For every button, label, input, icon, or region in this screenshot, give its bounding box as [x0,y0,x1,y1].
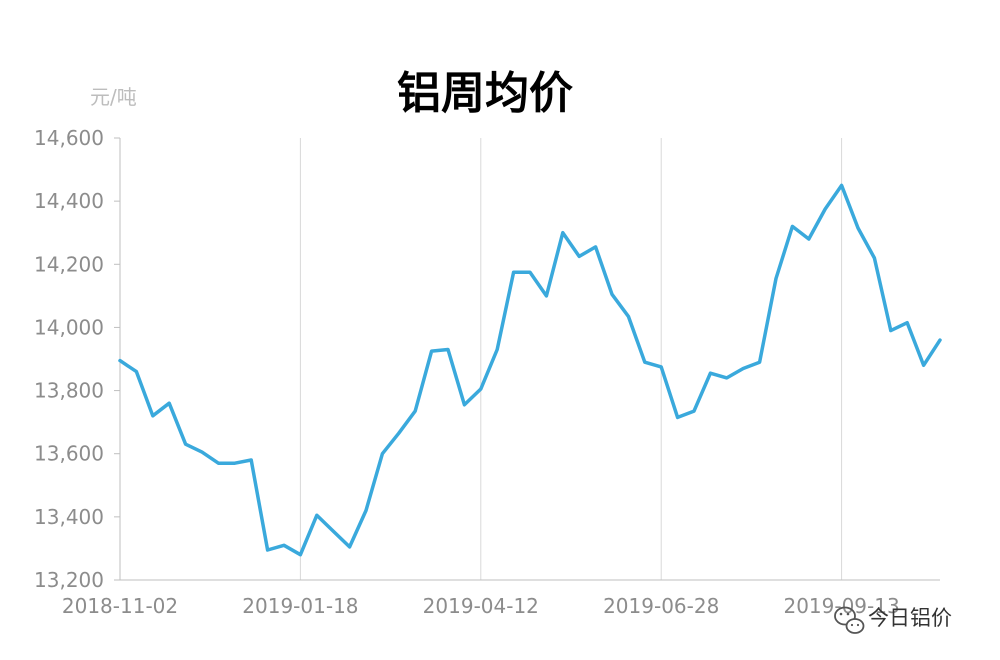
data-point [512,270,515,274]
data-point [873,256,876,260]
data-point [643,360,646,364]
data-point [397,431,400,435]
data-point [758,360,761,364]
data-point [200,450,204,454]
data-point [233,461,236,465]
gridlines [299,138,843,580]
data-point [217,461,220,465]
y-tick-label: 13,400 [34,505,104,529]
data-point [889,329,892,332]
y-tick-label: 14,600 [34,126,104,150]
data-point [250,458,253,462]
data-point [610,293,614,296]
data-point [840,184,843,187]
data-point [332,529,335,533]
data-point [938,338,942,342]
y-tick-label: 13,200 [34,568,104,592]
y-tick-label: 13,800 [34,379,104,403]
x-tick-label: 2019-06-28 [603,594,719,618]
x-tick-labels: 2018-11-02 2019-01-18 2019-04-12 2019-06-28… [62,594,900,618]
watermark-text: 今日铝价 [868,606,952,630]
data-point [922,364,925,367]
y-axis-unit-label: 元/吨 [90,85,137,109]
y-tick-label: 14,200 [34,252,104,276]
data-point [118,359,122,362]
data-point [856,226,860,230]
data-point [594,245,597,249]
data-point [774,277,778,280]
data-point [151,414,154,418]
price-series-line [118,183,942,557]
data-point [676,416,679,419]
y-tick-label: 13,600 [34,442,104,466]
data-point [496,348,499,351]
data-point [364,509,368,512]
wechat-icon [834,606,865,634]
data-point [824,207,827,211]
data-point [545,294,548,298]
data-point [807,237,810,241]
data-point [906,321,909,324]
data-point [561,231,564,234]
x-tick-label: 2018-11-02 [62,594,178,618]
data-point [299,553,302,556]
data-point [660,365,663,369]
y-tick-label: 14,000 [34,315,104,339]
data-point [709,372,712,375]
data-point [315,514,318,517]
data-point [446,348,450,351]
data-point [725,376,728,380]
data-point [135,370,138,373]
axes [114,137,940,581]
chart-title: 铝周均价 [397,68,573,119]
x-tick-label: 2019-04-12 [423,594,539,618]
data-point [266,548,269,552]
series-layer [118,183,942,557]
data-point [528,270,532,274]
data-point [791,225,794,228]
data-point [168,402,171,405]
watermark: 今日铝价 [834,606,952,634]
data-point [430,349,433,353]
data-point [348,545,351,549]
data-point [184,443,187,446]
y-tick-labels: 13,200 13,400 13,600 13,800 14,000 14,200 14,4… [34,126,104,592]
data-point [742,367,745,370]
data-point [463,403,466,406]
data-point [414,409,417,413]
data-point [692,409,696,413]
data-point [479,387,482,391]
data-point [381,452,384,455]
y-tick-label: 14,400 [34,189,104,213]
data-point [282,544,286,547]
x-tick-label: 2019-01-18 [242,594,358,618]
data-point [627,315,630,318]
data-point [578,255,581,258]
